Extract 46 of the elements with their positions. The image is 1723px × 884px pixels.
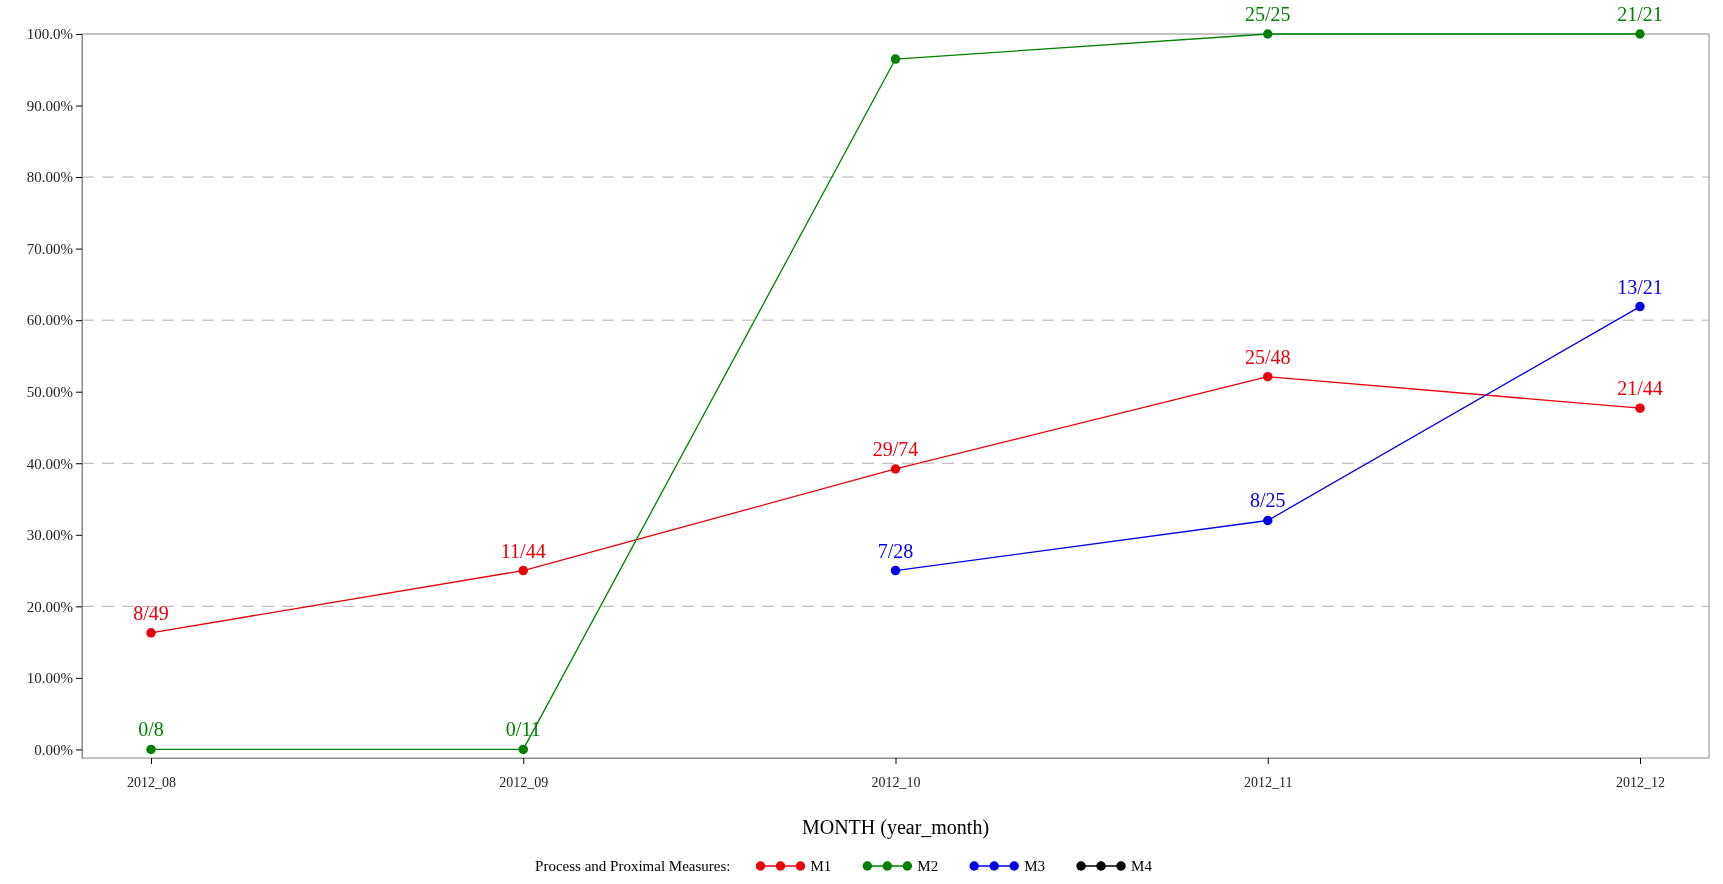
data-label: 7/28 [877,539,914,562]
data-label: 8/49 [133,601,169,624]
point [1635,301,1645,312]
point [1635,403,1645,413]
legend-label: M1 [810,858,832,874]
data-label: 0/8 [138,718,164,741]
legend-title: Process and Proximal Measures: [535,858,731,874]
data-label: 13/21 [1617,275,1663,298]
x-tick-label: 2012_10 [871,774,921,790]
x-tick-label: 2012_11 [1244,774,1293,790]
legend-label: M4 [1131,858,1153,874]
y-tick-label: 80.00% [26,169,73,186]
data-label: 25/25 [1244,3,1291,25]
data-label: 29/74 [872,437,919,460]
point [146,744,156,755]
data-label: 21/44 [1617,377,1663,400]
x-axis-title: MONTH (year_month) [801,816,990,839]
legend-label: M3 [1024,858,1046,874]
point [890,54,901,64]
point [890,565,901,576]
x-tick-label: 2012_09 [499,774,549,790]
data-label: 11/44 [500,539,546,562]
data-label: 8/25 [1249,489,1286,512]
y-tick-label: 40.00% [26,455,73,472]
y-tick-label: 50.00% [26,384,73,401]
x-tick-label: 2012_12 [1616,774,1665,790]
point [1635,29,1645,39]
y-tick-label: 100.0% [26,26,73,43]
point [1263,29,1273,39]
data-label: 25/48 [1244,345,1291,368]
y-tick-label: 20.00% [26,598,73,615]
point [1263,515,1273,526]
point [1263,371,1273,382]
point [518,744,528,755]
point [518,565,528,576]
data-label: 21/21 [1617,3,1663,25]
legend-label: M2 [917,858,939,874]
y-tick-label: 60.00% [26,312,73,329]
x-tick-label: 2012_08 [127,774,176,790]
point [890,464,901,474]
y-tick-label: 30.00% [26,527,73,544]
point [146,628,156,638]
y-tick-label: 10.00% [26,670,73,687]
y-tick-label: 0.00% [34,741,73,758]
y-tick-label: 70.00% [26,240,73,257]
y-tick-label: 90.00% [26,97,73,114]
